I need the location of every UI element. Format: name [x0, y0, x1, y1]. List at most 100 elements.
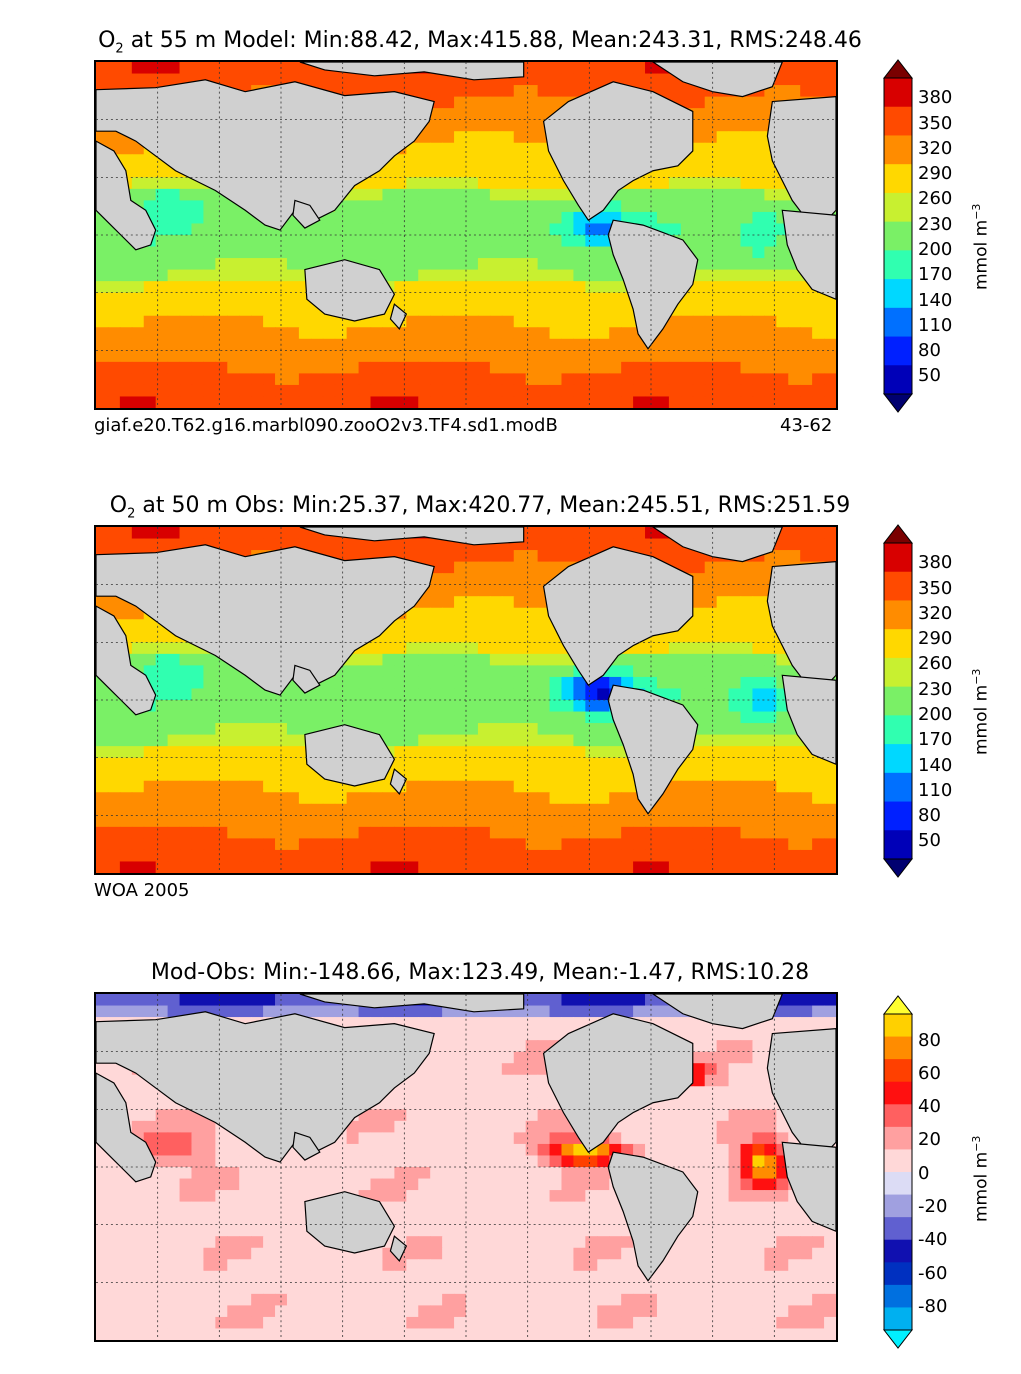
field-cell [525, 665, 539, 678]
field-cell [430, 384, 443, 398]
field-cell [227, 73, 240, 86]
field-cell [513, 188, 527, 201]
field-cell [597, 803, 610, 816]
field-cell [346, 361, 360, 374]
field-cell [442, 223, 455, 236]
field-cell [477, 1120, 491, 1133]
field-cell [812, 1017, 825, 1030]
field-cell [537, 994, 551, 1007]
graticule [96, 527, 836, 873]
field-cell [764, 746, 777, 759]
field-cell [716, 361, 730, 374]
field-cell [597, 861, 610, 873]
field-cell [788, 746, 801, 759]
field-cell [430, 269, 443, 282]
field-cell [525, 73, 539, 86]
field-cell [728, 315, 742, 328]
field-cell [477, 361, 491, 374]
field-cell [155, 723, 169, 736]
field-cell [346, 838, 360, 851]
field-cell [394, 757, 407, 770]
field-cell [764, 838, 777, 851]
field-cell [191, 746, 205, 759]
field-cell [119, 1201, 133, 1214]
field-cell [179, 688, 193, 701]
field-cell [776, 792, 789, 805]
field-cell [466, 246, 479, 259]
field-cell [131, 1086, 145, 1099]
field-cell [119, 1190, 133, 1203]
field-cell [131, 177, 145, 190]
field-cell [239, 849, 252, 863]
field-cell [430, 769, 443, 782]
field-cell [764, 223, 777, 236]
field-cell [239, 815, 252, 828]
field-cell [621, 211, 634, 225]
field-cell [430, 1017, 443, 1030]
field-cell [143, 746, 157, 759]
field-cell [191, 384, 205, 398]
field-cell [179, 1132, 193, 1145]
field-cell [740, 815, 754, 828]
field-cell [119, 281, 133, 294]
field-cell [454, 269, 467, 282]
field-cell [263, 281, 276, 294]
field-cell [418, 607, 431, 620]
case-name-label: giaf.e20.T62.g16.marbl090.zooO2v3.TF4.sd… [94, 415, 558, 436]
field-cell [680, 665, 694, 678]
field-cell [454, 1132, 467, 1145]
field-cell [155, 642, 169, 655]
field-cell [442, 361, 455, 374]
field-cell [501, 269, 515, 282]
field-cell [322, 1155, 336, 1168]
field-cell [692, 165, 706, 178]
field-cell [167, 315, 181, 328]
field-cell [131, 653, 145, 666]
field-cell [692, 757, 706, 770]
field-cell [466, 757, 479, 770]
field-cell [752, 1074, 765, 1087]
field-cell [716, 1178, 730, 1191]
field-cell [167, 269, 181, 282]
field-cell [167, 338, 181, 351]
field-cell [812, 826, 825, 839]
field-cell [680, 826, 694, 839]
field-cell [382, 165, 395, 178]
field-cell [597, 211, 610, 225]
field-cell [143, 396, 157, 408]
field-cell [752, 235, 765, 248]
field-cell [191, 711, 205, 724]
field-cell [406, 177, 419, 190]
field-cell [752, 1097, 765, 1110]
field-cell [764, 757, 777, 770]
field-cell [776, 361, 789, 374]
field-cell [740, 642, 754, 655]
field-cell [107, 527, 121, 540]
field-cell [621, 1005, 634, 1018]
field-cell [454, 561, 467, 574]
field-cell [716, 803, 730, 816]
field-cell [680, 304, 694, 317]
colorbar: mmol m−3 380 350 320 290 260 230 200 170 140 110 8… [882, 524, 992, 878]
field-cell [740, 361, 754, 374]
field-cell [728, 142, 742, 155]
colorbar-tick-label: 350 [918, 577, 953, 599]
field-cell [442, 177, 455, 190]
field-cell [656, 1120, 670, 1133]
field-cell [382, 1005, 395, 1018]
field-cell [764, 1132, 777, 1145]
field-cell [680, 177, 694, 190]
field-cell [167, 200, 181, 213]
field-cell [621, 62, 634, 75]
field-cell [537, 188, 551, 201]
field-cell [561, 734, 575, 747]
field-cell [418, 1155, 431, 1168]
field-cell [549, 304, 563, 317]
field-cell [370, 258, 384, 271]
field-cell [704, 338, 718, 351]
field-cell [394, 1178, 407, 1191]
field-cell [394, 803, 407, 816]
field-cell [167, 350, 181, 363]
field-cell [430, 327, 443, 340]
field-cell [812, 292, 825, 305]
